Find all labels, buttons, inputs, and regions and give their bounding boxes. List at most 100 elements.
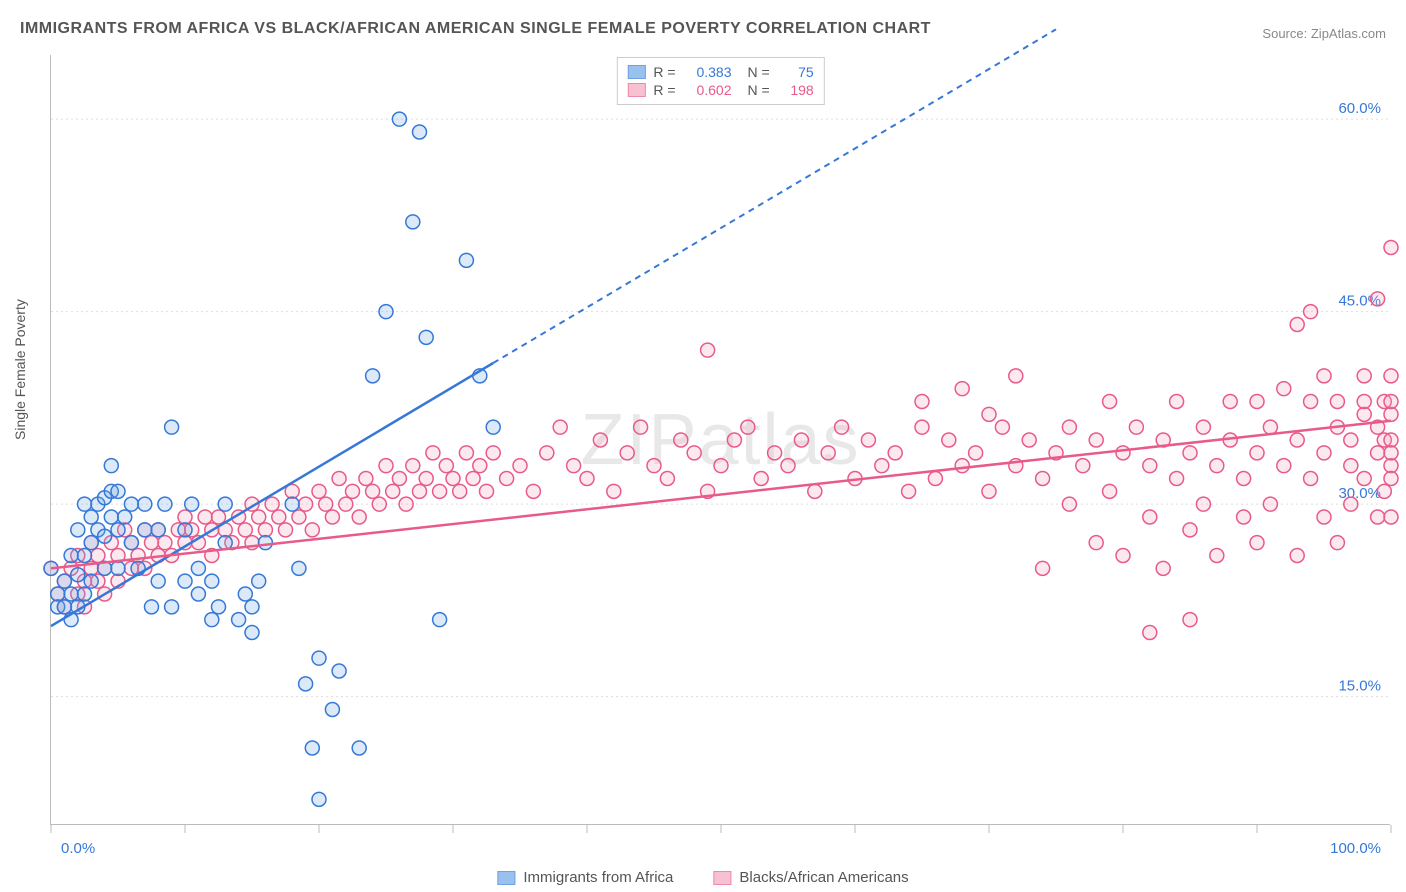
scatter-point: [366, 484, 380, 498]
scatter-point: [1143, 626, 1157, 640]
scatter-point: [1183, 446, 1197, 460]
scatter-point: [1170, 395, 1184, 409]
scatter-point: [1384, 446, 1398, 460]
scatter-point: [98, 529, 112, 543]
scatter-point: [332, 472, 346, 486]
plot-area: ZIPatlas 15.0%30.0%45.0%60.0%0.0%100.0% …: [50, 55, 1390, 825]
legend-swatch: [497, 871, 515, 885]
scatter-point: [875, 459, 889, 473]
scatter-point: [982, 484, 996, 498]
scatter-point: [540, 446, 554, 460]
scatter-point: [433, 613, 447, 627]
scatter-point: [486, 446, 500, 460]
scatter-point: [71, 523, 85, 537]
scatter-point: [245, 600, 259, 614]
scatter-point: [915, 395, 929, 409]
scatter-point: [1290, 318, 1304, 332]
scatter-point: [78, 549, 92, 563]
scatter-point: [1290, 549, 1304, 563]
source-name: ZipAtlas.com: [1311, 26, 1386, 41]
scatter-point: [178, 523, 192, 537]
scatter-point: [104, 510, 118, 524]
scatter-point: [1210, 459, 1224, 473]
scatter-point: [902, 484, 916, 498]
scatter-point: [567, 459, 581, 473]
scatter-point: [1384, 395, 1398, 409]
scatter-point: [399, 497, 413, 511]
scatter-point: [1076, 459, 1090, 473]
scatter-point: [359, 472, 373, 486]
scatter-point: [1371, 292, 1385, 306]
scatter-point: [446, 472, 460, 486]
scatter-point: [982, 407, 996, 421]
scatter-point: [111, 484, 125, 498]
scatter-point: [138, 497, 152, 511]
scatter-point: [1210, 549, 1224, 563]
scatter-point: [332, 664, 346, 678]
scatter-point: [1377, 484, 1391, 498]
scatter-point: [674, 433, 688, 447]
scatter-point: [205, 574, 219, 588]
scatter-point: [754, 472, 768, 486]
scatter-point: [1143, 510, 1157, 524]
x-tick-label: 0.0%: [61, 840, 95, 857]
scatter-point: [1129, 420, 1143, 434]
scatter-point: [212, 510, 226, 524]
scatter-point: [312, 651, 326, 665]
scatter-point: [660, 472, 674, 486]
scatter-point: [1384, 369, 1398, 383]
scatter-point: [111, 523, 125, 537]
scatter-point: [1344, 497, 1358, 511]
scatter-point: [1156, 561, 1170, 575]
scatter-point: [1263, 497, 1277, 511]
y-tick-label: 15.0%: [1338, 678, 1381, 695]
scatter-point: [480, 484, 494, 498]
scatter-point: [888, 446, 902, 460]
scatter-point: [158, 536, 172, 550]
scatter-point: [325, 510, 339, 524]
scatter-point: [258, 536, 272, 550]
scatter-point: [1143, 459, 1157, 473]
scatter-point: [1304, 305, 1318, 319]
scatter-point: [419, 330, 433, 344]
scatter-point: [292, 510, 306, 524]
scatter-point: [1183, 523, 1197, 537]
scatter-point: [191, 587, 205, 601]
trend-line-dashed: [493, 29, 1056, 363]
scatter-point: [453, 484, 467, 498]
scatter-point: [1116, 549, 1130, 563]
scatter-point: [151, 574, 165, 588]
legend-bottom: Immigrants from AfricaBlacks/African Ame…: [497, 869, 908, 886]
scatter-point: [955, 382, 969, 396]
scatter-point: [165, 420, 179, 434]
scatter-point: [1357, 472, 1371, 486]
scatter-point: [312, 484, 326, 498]
scatter-point: [151, 523, 165, 537]
scatter-point: [413, 125, 427, 139]
scatter-point: [928, 472, 942, 486]
scatter-point: [145, 600, 159, 614]
scatter-point: [727, 433, 741, 447]
scatter-point: [1170, 472, 1184, 486]
scatter-point: [526, 484, 540, 498]
scatter-point: [607, 484, 621, 498]
scatter-point: [1036, 472, 1050, 486]
scatter-point: [593, 433, 607, 447]
scatter-point: [51, 587, 65, 601]
scatter-point: [165, 600, 179, 614]
scatter-point: [292, 561, 306, 575]
scatter-point: [299, 677, 313, 691]
scatter-point: [1384, 510, 1398, 524]
scatter-point: [91, 549, 105, 563]
scatter-point: [64, 549, 78, 563]
scatter-point: [459, 446, 473, 460]
scatter-point: [1250, 536, 1264, 550]
scatter-point: [634, 420, 648, 434]
scatter-point: [1357, 407, 1371, 421]
legend-label: Blacks/African Americans: [739, 869, 908, 886]
scatter-point: [1009, 369, 1023, 383]
scatter-point: [145, 536, 159, 550]
scatter-point: [285, 497, 299, 511]
scatter-point: [57, 574, 71, 588]
scatter-point: [84, 536, 98, 550]
